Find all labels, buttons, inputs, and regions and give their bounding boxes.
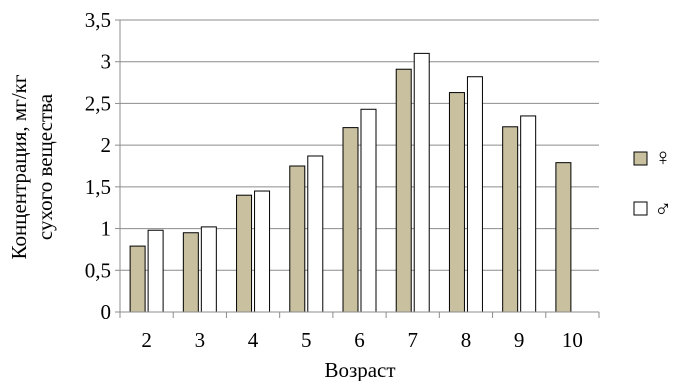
y-tick-label: 1 xyxy=(101,217,112,241)
y-tick-label: 2,5 xyxy=(85,91,111,115)
x-tick-label: 5 xyxy=(301,328,312,352)
bar-male xyxy=(466,76,483,313)
bar-male xyxy=(307,155,324,313)
legend-label-male: ♂ xyxy=(654,197,672,223)
bar-female xyxy=(129,245,146,313)
bar-female xyxy=(236,194,253,313)
bar-female xyxy=(555,162,572,313)
bar-female xyxy=(342,127,359,313)
x-tick-label: 8 xyxy=(461,328,472,352)
gridlines xyxy=(120,19,599,271)
y-tick-label: 3,5 xyxy=(85,8,111,32)
bar-female xyxy=(448,92,465,313)
bars xyxy=(129,52,572,313)
y-tick-label: 0,5 xyxy=(85,258,111,282)
x-tick-labels: 2 3 4 5 6 7 8 9 10 xyxy=(141,328,583,352)
bar-female xyxy=(182,232,199,313)
x-tick-label: 7 xyxy=(407,328,418,352)
x-tick-label: 2 xyxy=(141,328,152,352)
x-tick-label: 6 xyxy=(354,328,365,352)
y-axis-label-line-1: Концентрация, мг/кг xyxy=(7,74,31,259)
x-axis-label: Возраст xyxy=(324,358,395,381)
x-tick-label: 10 xyxy=(562,328,583,352)
y-tick-label: 2 xyxy=(101,133,112,157)
x-tick-label: 9 xyxy=(514,328,525,352)
x-tick-label: 4 xyxy=(248,328,259,352)
bar-female xyxy=(395,68,412,313)
bar-male xyxy=(254,190,271,313)
axes xyxy=(119,20,600,318)
bar-female xyxy=(289,165,306,313)
bar-male xyxy=(360,108,377,313)
bar-male xyxy=(413,52,430,313)
x-tick-label: 3 xyxy=(195,328,206,352)
bar-male xyxy=(520,115,537,313)
y-tick-label: 3 xyxy=(101,50,112,74)
legend-swatch-female xyxy=(633,151,648,166)
bar-male xyxy=(200,226,217,313)
y-tick-label: 0 xyxy=(101,300,112,324)
y-tick-labels: 0 0,5 1 1,5 2 2,5 3 3,5 xyxy=(85,8,120,324)
legend-label-female: ♀ xyxy=(654,145,672,171)
bar-male xyxy=(147,229,164,313)
y-axis-label-line-2: сухого вещества xyxy=(33,93,57,240)
legend-swatch-male xyxy=(633,201,648,216)
legend: ♀ ♂ xyxy=(633,145,672,223)
bar-female xyxy=(502,126,519,313)
y-tick-label: 1,5 xyxy=(85,175,111,199)
